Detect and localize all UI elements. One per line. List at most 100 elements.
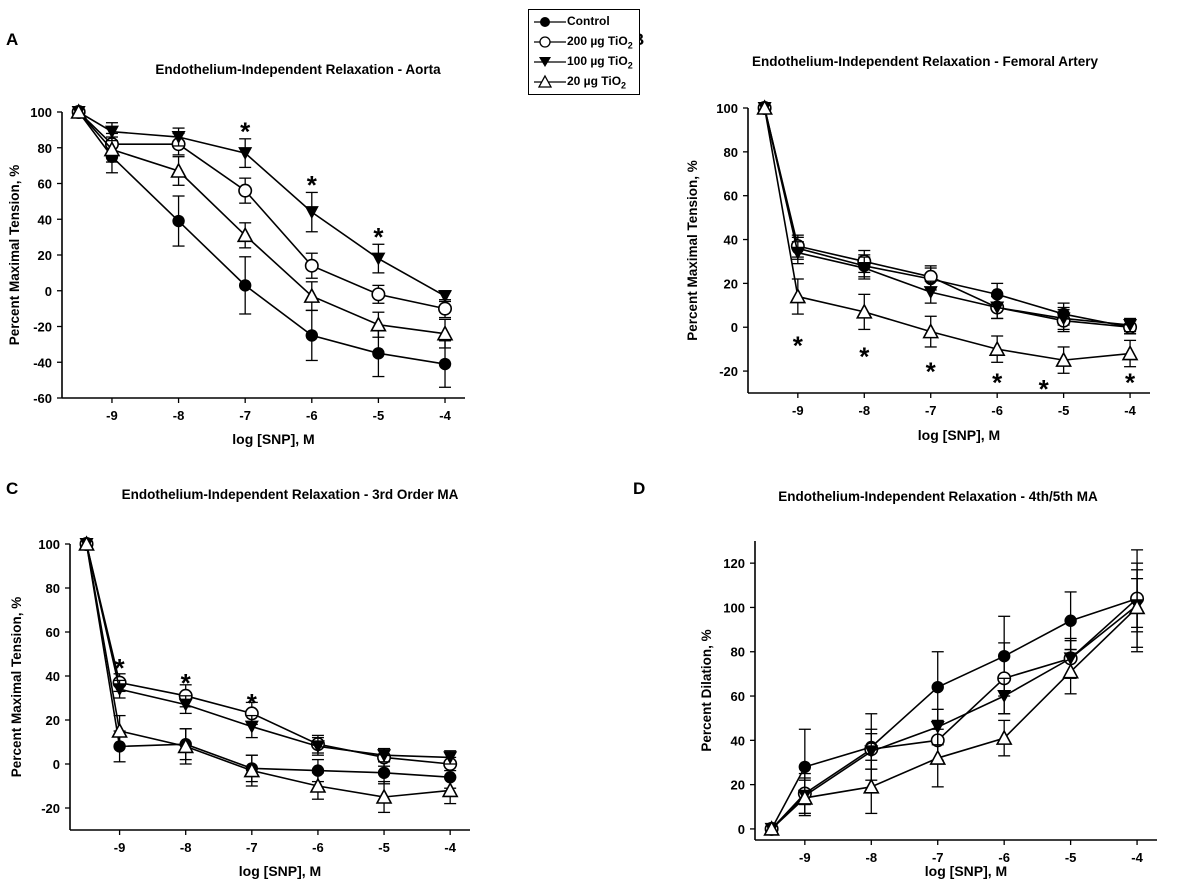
data-point [436, 324, 454, 341]
series-filled-triangle-down [757, 102, 1138, 333]
filled-circle-icon [534, 17, 566, 27]
y-tick-label: -20 [33, 320, 52, 335]
panel-label: D [633, 479, 645, 498]
series-open-circle [757, 101, 1138, 335]
data-point [244, 720, 259, 734]
data-point [796, 789, 814, 805]
series-open-triangle-up [756, 99, 1139, 374]
y-tick-label: 60 [724, 189, 738, 204]
significance-asterisk: * [992, 368, 1003, 398]
series-line [763, 107, 1131, 326]
y-tick-label: 40 [46, 669, 60, 684]
series-filled-circle [80, 537, 457, 789]
data-point [177, 737, 195, 754]
data-point [70, 103, 87, 119]
y-tick-label: 100 [716, 101, 738, 116]
data-point [104, 125, 119, 139]
significance-asterisk: * [181, 668, 192, 698]
y-axis-label: Percent Maximal Tension, % [685, 160, 700, 341]
data-point [310, 740, 325, 754]
y-axis-label: Percent Maximal Tension, % [9, 597, 24, 778]
x-tick-label: -6 [306, 408, 318, 423]
y-tick-label: 80 [46, 581, 60, 596]
y-tick-label: 20 [731, 778, 745, 793]
series-filled-circle [765, 549, 1144, 836]
y-tick-label: -40 [33, 355, 52, 370]
data-point [756, 99, 773, 115]
x-tick-label: -8 [858, 403, 870, 418]
x-tick-label: -7 [925, 403, 937, 418]
x-tick-label: -7 [932, 850, 944, 865]
data-point [990, 288, 1004, 301]
open-circle-icon [534, 36, 566, 48]
data-point [304, 258, 319, 273]
data-point [1128, 598, 1146, 615]
data-point [930, 721, 945, 735]
data-point [857, 262, 872, 276]
chart-title: Endothelium-Independent Relaxation - 4th… [778, 489, 1098, 504]
x-axis-label: log [SNP], M [232, 431, 314, 447]
data-point [789, 287, 807, 304]
y-tick-label: 0 [731, 320, 738, 335]
x-tick-label: -7 [246, 840, 258, 855]
series-line [763, 107, 1131, 329]
filled-triangle-down-icon [534, 57, 566, 67]
significance-asterisk: * [247, 688, 258, 718]
y-tick-label: 0 [738, 822, 745, 837]
legend-entry-control: Control [529, 13, 639, 31]
chart-title: Endothelium-Independent Relaxation - 3rd… [122, 487, 459, 502]
series-line [771, 604, 1138, 830]
series-open-triangle-up [70, 103, 454, 349]
data-point [1121, 344, 1139, 361]
y-tick-label: -60 [33, 391, 52, 406]
data-point [371, 287, 386, 302]
data-point [377, 766, 391, 779]
chart-title: Endothelium-Independent Relaxation - Fem… [752, 54, 1099, 69]
data-point [922, 322, 940, 339]
data-point [1064, 614, 1077, 627]
y-tick-label: 20 [46, 713, 60, 728]
data-point [238, 183, 253, 198]
data-point [441, 781, 459, 798]
y-tick-label: 0 [53, 757, 60, 772]
x-tick-label: -4 [444, 840, 456, 855]
x-tick-label: -4 [1124, 403, 1136, 418]
series-open-triangle-up [78, 535, 459, 814]
data-point [443, 751, 458, 765]
x-tick-label: -8 [180, 840, 192, 855]
y-tick-label: 20 [724, 276, 738, 291]
x-tick-label: -9 [792, 403, 804, 418]
y-tick-label: 100 [38, 537, 60, 552]
data-point [238, 279, 252, 292]
series-filled-triangle-down [79, 538, 458, 765]
data-point [995, 729, 1013, 745]
data-point [1055, 351, 1072, 367]
significance-asterisk: * [373, 222, 384, 252]
data-point [438, 290, 453, 304]
data-point [923, 286, 938, 300]
data-point [997, 690, 1012, 704]
y-tick-label: 100 [723, 600, 745, 615]
y-axis-label: Percent Dilation, % [699, 629, 714, 751]
significance-asterisk: * [859, 341, 870, 371]
data-point [305, 329, 318, 342]
x-axis-label: log [SNP], M [239, 863, 321, 879]
chart-panel-a: A Endothelium-Independent Relaxation - Ao… [6, 30, 465, 447]
series-filled-triangle-down [71, 106, 453, 304]
y-tick-label: 40 [731, 733, 745, 748]
chart-panel-c: C Endothelium-Independent Relaxation - 3r… [6, 479, 470, 879]
series-filled-triangle-down [764, 578, 1145, 836]
series-open-triangle-up [763, 562, 1146, 836]
data-point [236, 226, 254, 243]
data-point [862, 778, 880, 794]
data-point [103, 140, 121, 157]
significance-asterisk: * [115, 653, 126, 683]
x-tick-label: -6 [998, 850, 1010, 865]
data-point [304, 206, 319, 220]
panel-label: A [6, 30, 18, 49]
data-point [375, 788, 393, 804]
legend-entry-100: 100 µg TiO2 [529, 53, 639, 71]
data-point [790, 246, 805, 260]
open-triangle-up-icon [534, 74, 566, 88]
y-tick-label: 40 [724, 233, 738, 248]
